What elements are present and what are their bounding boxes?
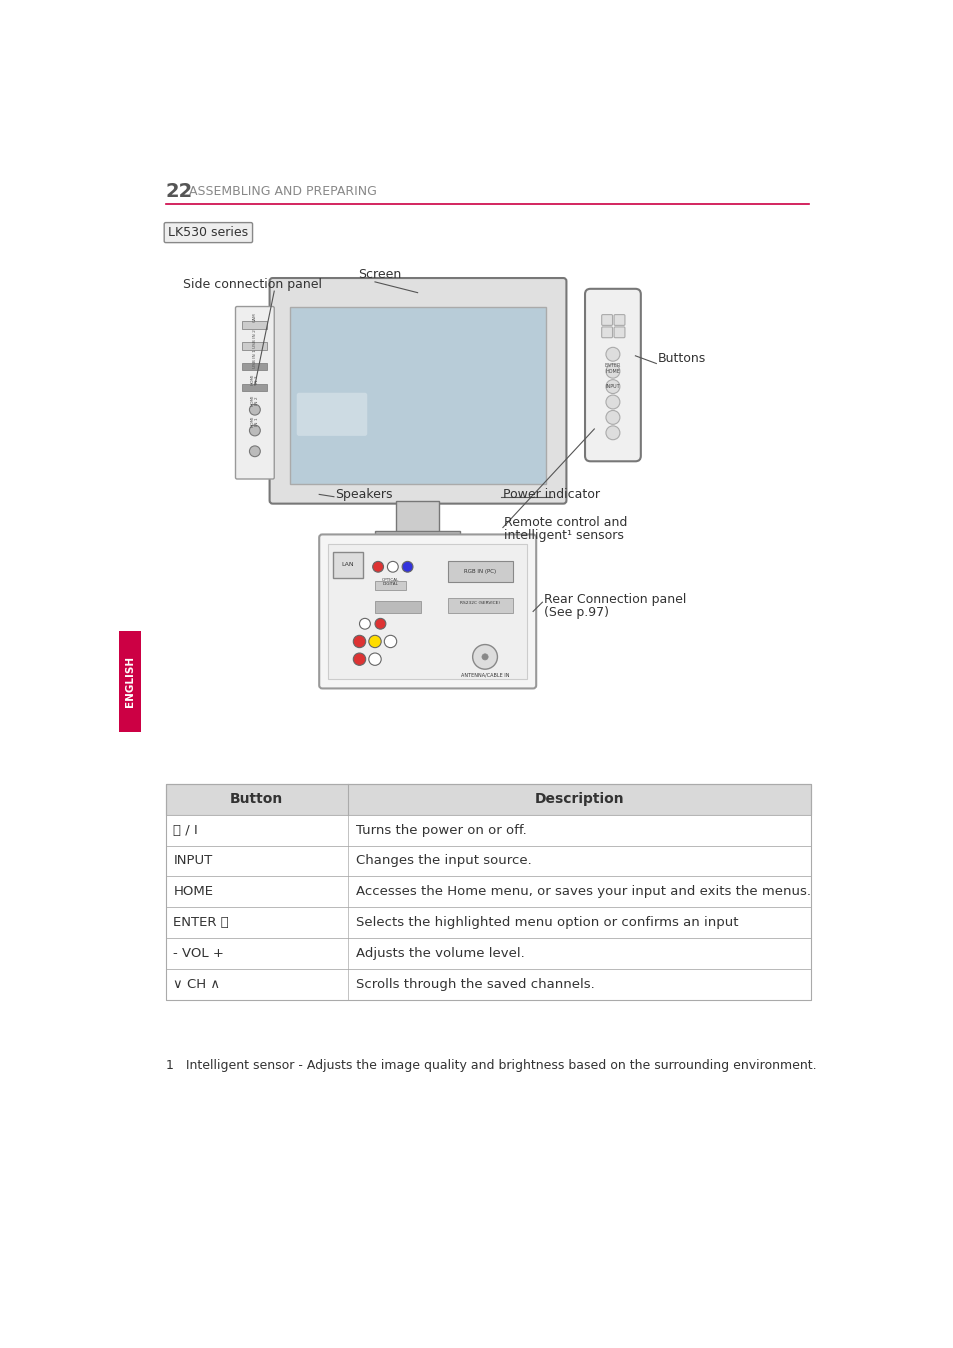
Text: 22: 22: [166, 182, 193, 201]
Circle shape: [249, 404, 260, 415]
Bar: [375, 531, 459, 541]
Text: ⏻ / I: ⏻ / I: [173, 824, 198, 837]
Text: Button: Button: [230, 793, 283, 806]
Text: Side connection panel: Side connection panel: [183, 278, 321, 291]
Circle shape: [353, 652, 365, 666]
Bar: [395, 500, 439, 532]
Text: HDMI
IN 1: HDMI IN 1: [251, 415, 259, 427]
Text: ANTENNA/CABLE IN: ANTENNA/CABLE IN: [460, 673, 509, 677]
Text: ASSEMBLING AND PREPARING: ASSEMBLING AND PREPARING: [189, 185, 376, 198]
Circle shape: [605, 364, 619, 379]
Bar: [166, 845, 810, 876]
FancyBboxPatch shape: [584, 288, 640, 461]
Text: LAN: LAN: [341, 562, 354, 568]
Text: - VOL +: - VOL +: [173, 946, 224, 960]
Text: INPUT: INPUT: [605, 384, 619, 390]
Text: Turns the power on or off.: Turns the power on or off.: [355, 824, 526, 837]
Text: Speakers: Speakers: [335, 488, 392, 501]
Circle shape: [472, 644, 497, 669]
Text: 1   Intelligent sensor - Adjusts the image quality and brightness based on the s: 1 Intelligent sensor - Adjusts the image…: [166, 1058, 816, 1072]
Text: ENGLISH: ENGLISH: [125, 656, 135, 708]
Bar: [375, 601, 421, 613]
Circle shape: [375, 619, 385, 630]
Circle shape: [384, 635, 396, 647]
Text: Power indicator: Power indicator: [502, 488, 599, 501]
Text: INPUT: INPUT: [173, 855, 213, 867]
Circle shape: [353, 635, 365, 647]
Text: Buttons: Buttons: [658, 352, 705, 364]
Bar: [166, 785, 810, 814]
Text: ∨ CH ∧: ∨ CH ∧: [173, 977, 220, 991]
Text: HDMI
IN 3: HDMI IN 3: [251, 373, 259, 386]
FancyBboxPatch shape: [614, 314, 624, 325]
Bar: [166, 969, 810, 999]
Text: CAM: CAM: [253, 313, 256, 322]
Text: OPTICAL
DIGITAL: OPTICAL DIGITAL: [381, 578, 398, 586]
Text: RS232C (SERVICE): RS232C (SERVICE): [460, 601, 500, 605]
Bar: [447, 561, 513, 582]
Circle shape: [481, 654, 488, 661]
Circle shape: [605, 380, 619, 394]
Text: Remote control and: Remote control and: [504, 516, 627, 528]
FancyBboxPatch shape: [164, 222, 253, 243]
Text: Changes the input source.: Changes the input source.: [355, 855, 531, 867]
Text: Screen: Screen: [357, 268, 401, 282]
Bar: [166, 785, 810, 999]
Bar: [166, 814, 810, 845]
Text: HOME: HOME: [605, 369, 619, 373]
Circle shape: [249, 425, 260, 435]
Text: Accesses the Home menu, or saves your input and exits the menus.: Accesses the Home menu, or saves your in…: [355, 886, 810, 898]
Circle shape: [605, 411, 619, 425]
Text: Description: Description: [535, 793, 624, 806]
Bar: [242, 321, 267, 329]
Text: LK530 series: LK530 series: [168, 226, 248, 239]
Circle shape: [605, 426, 619, 439]
Bar: [166, 876, 810, 907]
Bar: [290, 306, 546, 484]
FancyBboxPatch shape: [601, 328, 612, 338]
Bar: [375, 581, 406, 590]
Bar: [242, 342, 267, 349]
Circle shape: [249, 446, 260, 457]
Text: Selects the highlighted menu option or confirms an input: Selects the highlighted menu option or c…: [355, 917, 738, 929]
Text: HDMI
IN 2: HDMI IN 2: [251, 395, 259, 406]
Bar: [242, 363, 267, 371]
Text: ENTER ⓨ: ENTER ⓨ: [173, 917, 229, 929]
Text: RGB IN (PC): RGB IN (PC): [464, 569, 496, 574]
Bar: [447, 597, 513, 613]
Circle shape: [369, 635, 381, 647]
FancyBboxPatch shape: [614, 328, 624, 338]
Circle shape: [369, 652, 381, 666]
FancyBboxPatch shape: [319, 534, 536, 689]
Text: USB IN 1: USB IN 1: [253, 349, 256, 368]
Circle shape: [359, 619, 370, 630]
FancyBboxPatch shape: [270, 278, 566, 504]
Circle shape: [373, 561, 383, 572]
Text: USB IN 2: USB IN 2: [253, 329, 256, 348]
Bar: [166, 938, 810, 969]
Circle shape: [387, 561, 397, 572]
Bar: [333, 553, 362, 577]
Text: Scrolls through the saved channels.: Scrolls through the saved channels.: [355, 977, 594, 991]
Bar: [119, 631, 141, 732]
FancyBboxPatch shape: [601, 314, 612, 325]
Circle shape: [402, 561, 413, 572]
Text: (See p.97): (See p.97): [543, 607, 608, 619]
FancyBboxPatch shape: [296, 392, 367, 435]
Circle shape: [605, 395, 619, 408]
Bar: [166, 907, 810, 938]
Bar: [328, 543, 526, 679]
Circle shape: [605, 348, 619, 361]
Bar: [242, 384, 267, 391]
Text: HOME: HOME: [173, 886, 213, 898]
Text: ENTER: ENTER: [604, 364, 620, 368]
Text: Rear Connection panel: Rear Connection panel: [543, 593, 685, 607]
FancyBboxPatch shape: [235, 306, 274, 479]
Text: Adjusts the volume level.: Adjusts the volume level.: [355, 946, 524, 960]
Text: intelligent¹ sensors: intelligent¹ sensors: [504, 528, 623, 542]
